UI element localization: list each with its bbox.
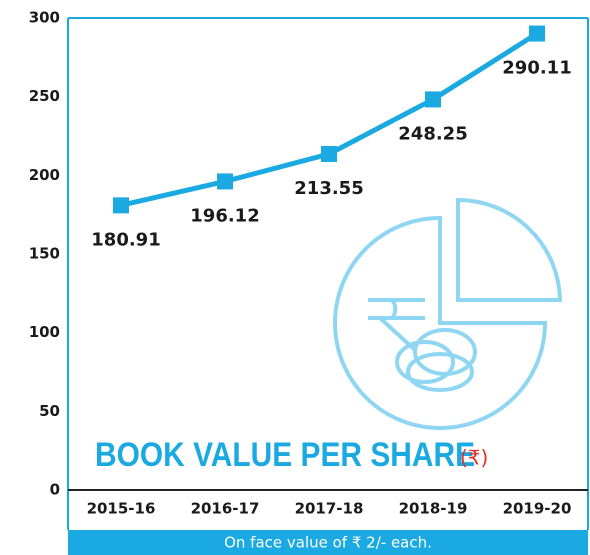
footer-band xyxy=(68,530,588,555)
data-marker xyxy=(113,197,129,214)
pie-icon xyxy=(333,197,563,430)
x-tick-label: 2019-20 xyxy=(503,500,572,518)
value-label: 290.11 xyxy=(502,58,571,79)
x-tick-label: 2017-18 xyxy=(295,500,364,518)
y-tick-label: 100 xyxy=(29,323,60,341)
chart-title: BOOK VALUE PER SHARE xyxy=(95,435,475,473)
data-marker xyxy=(425,91,441,108)
y-tick-label: 200 xyxy=(29,166,60,184)
value-label: 248.25 xyxy=(398,123,467,144)
value-label: 180.91 xyxy=(91,229,160,250)
y-tick-label: 300 xyxy=(29,9,60,27)
x-tick-label: 2018-19 xyxy=(399,500,468,518)
y-tick-label: 50 xyxy=(39,402,60,420)
y-tick-label: 250 xyxy=(29,87,60,105)
y-tick-label: 150 xyxy=(29,245,60,263)
value-label: 213.55 xyxy=(294,178,363,199)
data-marker xyxy=(529,25,545,42)
x-tick-label: 2016-17 xyxy=(191,500,260,518)
footnote: On face value of ₹ 2/- each. xyxy=(224,534,432,552)
x-tick-label: 2015-16 xyxy=(87,500,156,518)
data-marker xyxy=(217,173,233,190)
y-tick-label: 0 xyxy=(50,481,60,499)
value-label: 196.12 xyxy=(190,205,259,226)
data-marker xyxy=(321,146,337,163)
title-unit: (₹) xyxy=(460,446,488,470)
